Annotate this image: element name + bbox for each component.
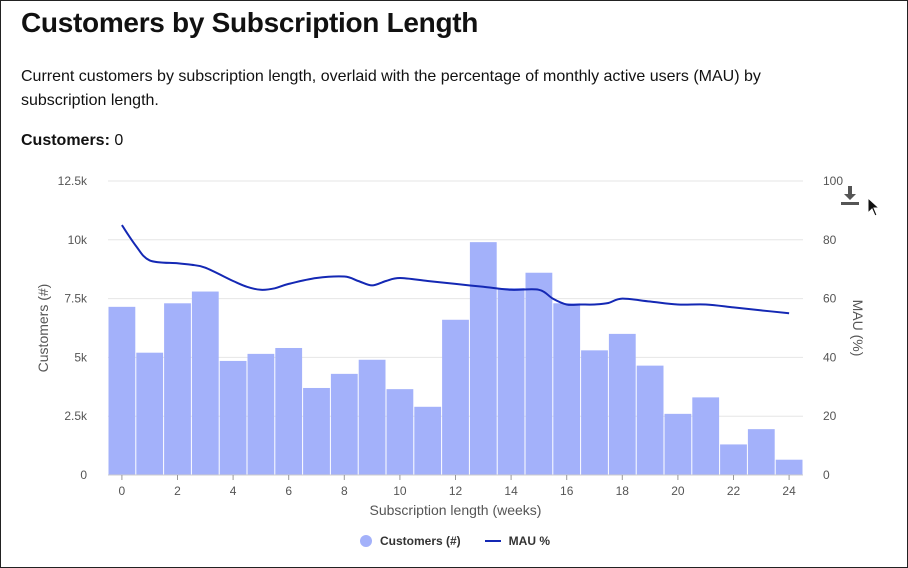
x-tick-label: 14: [504, 484, 518, 498]
bar-week-15: [525, 272, 553, 475]
bar-week-10: [386, 389, 414, 475]
y-right-axis-title: MAU (%): [850, 300, 866, 357]
x-tick-label: 4: [230, 484, 237, 498]
bar-week-22: [720, 444, 747, 475]
x-tick-label: 18: [616, 484, 630, 498]
bar-week-20: [664, 413, 692, 475]
y-right-tick-label: 80: [823, 233, 837, 247]
bar-week-14: [497, 288, 525, 475]
x-axis-title: Subscription length (weeks): [370, 502, 542, 518]
mau-line: [121, 224, 790, 315]
bar-week-9: [358, 359, 386, 475]
bar-week-16: [553, 303, 581, 475]
bar-week-13: [469, 242, 497, 475]
x-tick-label: 6: [285, 484, 292, 498]
bar-week-0: [108, 306, 136, 475]
chart-legend: Customers (#) MAU %: [1, 534, 908, 548]
y-left-tick-label: 0: [80, 468, 87, 482]
y-left-tick-label: 2.5k: [64, 409, 88, 423]
bar-week-3: [191, 291, 219, 475]
bar-week-8: [330, 373, 358, 475]
bar-week-21: [692, 397, 720, 475]
customers-metric: Customers: 0: [21, 132, 123, 150]
customers-metric-label: Customers:: [21, 132, 110, 149]
x-tick-label: 10: [393, 484, 407, 498]
bar-week-12: [442, 319, 469, 475]
legend-label-mau: MAU %: [508, 534, 551, 548]
download-button[interactable]: [838, 183, 862, 207]
x-tick-label: 24: [782, 484, 796, 498]
bar-week-4: [219, 360, 247, 475]
x-tick-label: 20: [671, 484, 685, 498]
mouse-cursor-icon: [867, 197, 881, 217]
x-tick-label: 2: [174, 484, 181, 498]
bar-week-17: [581, 350, 608, 475]
bar-week-5: [247, 353, 275, 475]
bar-week-6: [275, 347, 303, 475]
download-icon: [841, 186, 859, 205]
chart-description: Current customers by subscription length…: [21, 68, 761, 109]
y-right-tick-label: 40: [823, 350, 837, 364]
y-left-tick-label: 10k: [68, 233, 88, 247]
legend-swatch-customers: [359, 535, 372, 547]
bar-week-2: [164, 303, 191, 475]
legend-item-customers[interactable]: Customers (#): [359, 534, 461, 548]
y-left-tick-label: 5k: [74, 350, 88, 364]
legend-label-customers: Customers (#): [379, 534, 461, 548]
bar-week-11: [414, 406, 442, 475]
x-tick-label: 22: [727, 484, 741, 498]
bar-week-24: [775, 459, 803, 475]
x-tick-label: 12: [449, 484, 463, 498]
customers-metric-value: 0: [114, 132, 124, 149]
y-left-tick-label: 7.5k: [64, 292, 88, 306]
legend-item-mau[interactable]: MAU %: [484, 534, 551, 548]
bar-week-7: [303, 387, 330, 475]
legend-swatch-mau: [484, 540, 501, 542]
x-tick-label: 8: [341, 484, 348, 498]
bar-week-18: [608, 333, 636, 475]
bar-week-19: [636, 365, 664, 475]
y-right-tick-label: 60: [823, 292, 837, 306]
y-right-tick-label: 100: [823, 174, 843, 188]
x-tick-label: 0: [119, 484, 126, 498]
y-left-axis-title: Customers (#): [35, 284, 51, 373]
bar-week-1: [136, 352, 164, 475]
page-title: Customers by Subscription Length: [21, 7, 479, 38]
y-right-tick-label: 0: [823, 468, 830, 482]
x-tick-label: 16: [560, 484, 574, 498]
y-left-tick-label: 12.5k: [58, 174, 88, 188]
y-right-tick-label: 20: [823, 409, 837, 423]
bar-week-23: [747, 429, 775, 475]
